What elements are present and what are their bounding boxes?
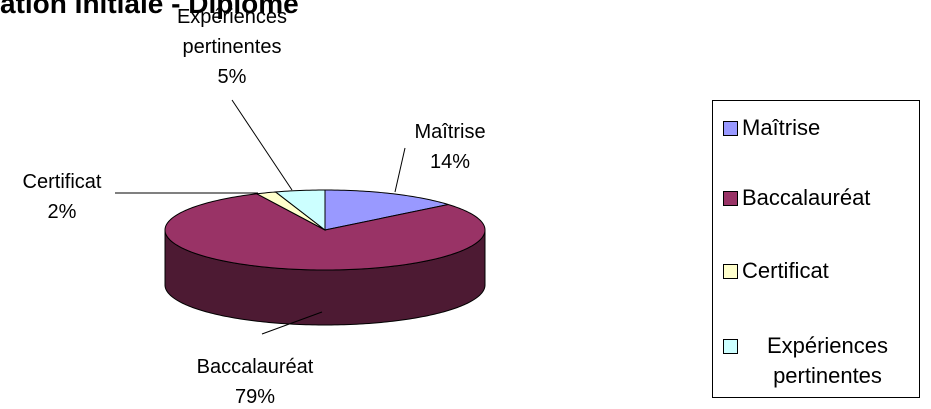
legend-item: Expériences pertinentes	[723, 331, 913, 391]
legend-item: Maîtrise	[723, 113, 913, 143]
legend-swatch	[723, 191, 738, 206]
leader-line	[261, 311, 323, 335]
chart-title: ation Initiale - Diplôme	[0, 0, 299, 19]
label-name: Certificat	[22, 171, 102, 193]
legend-label: Baccalauréat	[742, 185, 871, 210]
legend-swatch	[723, 339, 738, 354]
legend-label: Maîtrise	[742, 115, 821, 140]
label-name: Baccalauréat	[196, 356, 314, 378]
legend-item: Baccalauréat	[723, 183, 913, 213]
leader-line	[394, 147, 406, 193]
slice	[255, 191, 326, 231]
label-name: Expériences pertinentes	[176, 6, 288, 58]
data-label: Baccalauréat 79%	[175, 352, 335, 409]
data-label: Certificat 2%	[2, 167, 122, 227]
label-value: 2%	[47, 201, 77, 223]
label-value: 5%	[217, 66, 247, 88]
data-label: Maîtrise 14%	[390, 117, 510, 177]
slice	[164, 193, 486, 271]
legend-swatch	[723, 264, 738, 279]
legend-label: Expériences pertinentes	[766, 333, 889, 388]
data-label: Expériences pertinentes 5%	[157, 2, 307, 92]
label-value: 79%	[234, 386, 276, 408]
legend-label: Certificat	[742, 258, 829, 283]
slice	[274, 189, 326, 232]
slice	[324, 189, 449, 231]
legend-swatch	[723, 121, 738, 136]
legend-item: Certificat	[723, 256, 913, 286]
label-name: Maîtrise	[414, 121, 486, 143]
label-value: 14%	[429, 151, 471, 173]
legend: Maîtrise Baccalauréat Certificat Expérience…	[712, 100, 920, 398]
leader-line	[231, 99, 293, 191]
